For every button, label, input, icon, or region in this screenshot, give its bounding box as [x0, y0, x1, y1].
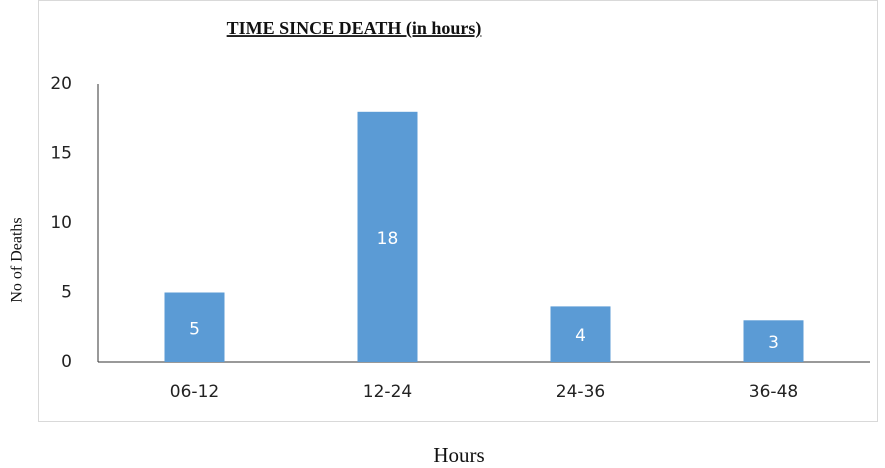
bar — [743, 320, 804, 362]
y-tick-label: 0 — [61, 352, 72, 372]
data-label: 4 — [575, 326, 586, 346]
x-tick-label: 06-12 — [170, 382, 219, 402]
chart-title: TIME SINCE DEATH (in hours) — [227, 18, 482, 39]
x-tick-label: 36-48 — [749, 382, 798, 402]
bar — [164, 292, 225, 362]
y-tick-label: 15 — [50, 144, 72, 164]
x-axis-label: Hours — [433, 443, 484, 467]
x-tick-label: 12-24 — [363, 382, 412, 402]
data-label: 5 — [189, 319, 200, 339]
bar — [357, 111, 418, 362]
y-tick-label: 10 — [50, 213, 72, 233]
bar — [550, 306, 611, 362]
y-tick-label: 20 — [50, 74, 72, 94]
y-axis-label: No of Deaths — [9, 217, 26, 302]
y-tick-label: 5 — [61, 283, 72, 303]
x-tick-label: 24-36 — [556, 382, 605, 402]
data-label: 18 — [377, 229, 399, 249]
data-label: 3 — [768, 333, 779, 353]
